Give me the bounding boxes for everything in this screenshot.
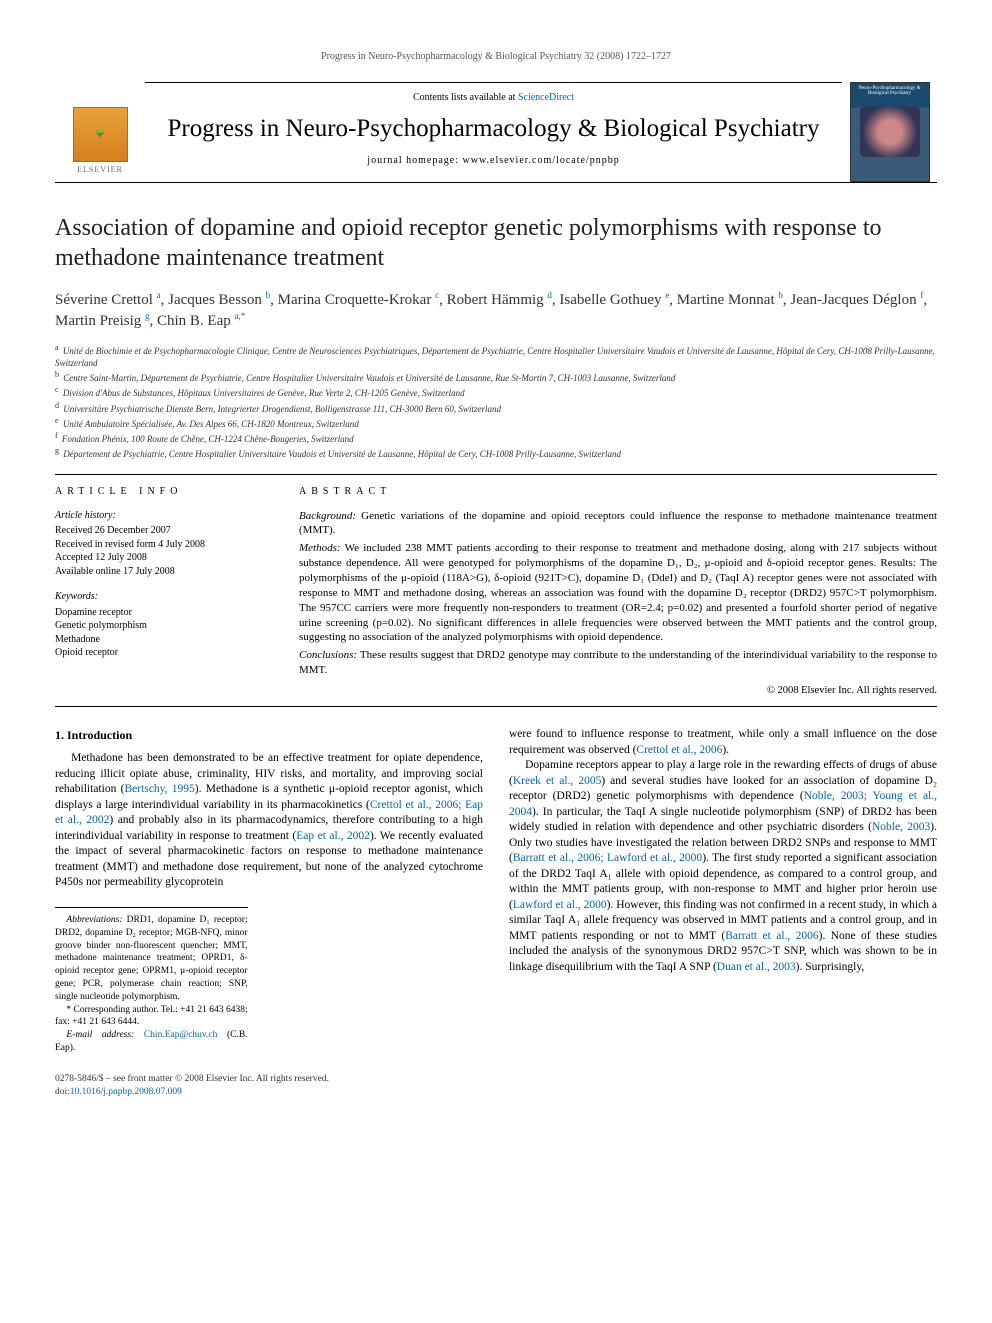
journal-cover-thumb: Neuro-Psychopharmacology & Biological Ps… [850,82,930,182]
elsevier-wordmark: ELSEVIER [77,165,123,176]
abstract-conclusions-label: Conclusions: [299,649,357,661]
article-history-block: Article history: Received 26 December 20… [55,509,273,579]
affiliation-list: a Unité de Biochimie et de Psychopharmac… [55,343,937,460]
ref-link[interactable]: Barratt et al., 2006; Lawford et al., 20… [513,852,702,864]
abstract-background-label: Background: [299,510,356,522]
article-info-head: ARTICLE INFO [55,485,273,499]
intro-para-1-cont: were found to influence response to trea… [509,727,937,758]
horizontal-rule [55,706,937,707]
footer-meta: 0278-5846/$ – see front matter © 2008 El… [55,1073,937,1099]
contents-available-line: Contents lists available at ScienceDirec… [155,91,832,105]
abstract-background: Background: Genetic variations of the do… [299,509,937,539]
corresponding-author-footnote: * Corresponding author. Tel.: +41 21 643… [55,1004,248,1030]
ref-link[interactable]: Lawford et al., 2000 [513,899,607,911]
abstract-methods: Methods: We included 238 MMT patients ac… [299,541,937,645]
masthead-center: Contents lists available at ScienceDirec… [145,82,842,182]
running-head: Progress in Neuro-Psychopharmacology & B… [55,50,937,64]
journal-masthead: 🌳 ELSEVIER Contents lists available at S… [55,82,937,183]
abstract-background-text: Genetic variations of the dopamine and o… [299,510,937,537]
intro-para-2: Dopamine receptors appear to play a larg… [509,758,937,975]
keyword-line: Methadone [55,633,273,647]
cover-thumb-title: Neuro-Psychopharmacology & Biological Ps… [854,86,926,97]
abstract-methods-label: Methods: [299,542,341,554]
keywords-block: Keywords: Dopamine receptorGenetic polym… [55,590,273,660]
email-link[interactable]: Chin.Eap@chuv.ch [144,1030,218,1040]
abstract-copyright: © 2008 Elsevier Inc. All rights reserved… [299,684,937,698]
cover-thumb-image [860,107,920,157]
keyword-line: Opioid receptor [55,646,273,660]
doi-line: doi:10.1016/j.pnpbp.2008.07.009 [55,1086,937,1099]
sciencedirect-link[interactable]: ScienceDirect [518,92,574,103]
email-footnote: E-mail address: Chin.Eap@chuv.ch (C.B. E… [55,1029,248,1055]
section-1-head: 1. Introduction [55,727,483,743]
ref-link[interactable]: Bertschy, 1995 [124,783,194,795]
keyword-line: Genetic polymorphism [55,619,273,633]
history-line: Received 26 December 2007 [55,524,273,538]
affiliation-line: a Unité de Biochimie et de Psychopharmac… [55,343,937,369]
history-line: Accepted 12 July 2008 [55,551,273,565]
affiliation-line: f Fondation Phénix, 100 Route de Chêne, … [55,431,937,445]
affiliation-line: d Universitäre Psychiatrische Dienste Be… [55,401,937,415]
corr-label: * Corresponding author. [66,1005,158,1015]
article-history-label: Article history: [55,509,273,523]
article-info-panel: ARTICLE INFO Article history: Received 2… [55,485,273,698]
email-label: E-mail address: [66,1030,134,1040]
horizontal-rule [55,474,937,475]
footnotes: Abbreviations: DRD1, dopamine D₁ recepto… [55,907,248,1055]
author-list: Séverine Crettol a, Jacques Besson b, Ma… [55,289,937,332]
affiliation-line: c Division d'Abus de Substances, Hôpitau… [55,385,937,399]
body-text: ). [722,744,729,756]
ref-link[interactable]: Barratt et al., 2006 [725,930,818,942]
ref-link[interactable]: Kreek et al., 2005 [513,775,601,787]
affiliation-line: e Unité Ambulatoire Spécialisée, Av. Des… [55,416,937,430]
journal-name: Progress in Neuro-Psychopharmacology & B… [155,114,832,144]
abbrev-label: Abbreviations: [66,915,122,925]
ref-link[interactable]: Duan et al., 2003 [717,961,796,973]
journal-homepage: journal homepage: www.elsevier.com/locat… [155,154,832,168]
affiliation-line: b Centre Saint-Martin, Département de Ps… [55,370,937,384]
ref-link[interactable]: Crettol et al., 2006 [636,744,722,756]
intro-para-1: Methadone has been demonstrated to be an… [55,751,483,891]
body-columns: 1. Introduction Methadone has been demon… [55,727,937,1055]
ref-link[interactable]: Eap et al., 2002 [296,830,370,842]
doi-prefix: doi: [55,1087,70,1097]
affiliation-line: g Département de Psychiatrie, Centre Hos… [55,446,937,460]
cover-thumb-cell: Neuro-Psychopharmacology & Biological Ps… [842,82,937,182]
abstract-methods-text: We included 238 MMT patients according t… [299,542,937,643]
keyword-line: Dopamine receptor [55,606,273,620]
article-title: Association of dopamine and opioid recep… [55,213,937,273]
doi-link[interactable]: 10.1016/j.pnpbp.2008.07.009 [70,1087,182,1097]
body-text: ). Surprisingly, [796,961,865,973]
ref-link[interactable]: Noble, 2003 [872,821,930,833]
elsevier-tree-icon: 🌳 [73,107,128,162]
abstract-conclusions-text: These results suggest that DRD2 genotype… [299,649,937,676]
abstract-conclusions: Conclusions: These results suggest that … [299,648,937,678]
abstract-head: ABSTRACT [299,485,937,499]
front-matter-line: 0278-5846/$ – see front matter © 2008 El… [55,1073,937,1086]
abstract-panel: ABSTRACT Background: Genetic variations … [299,485,937,698]
history-line: Available online 17 July 2008 [55,565,273,579]
contents-prefix: Contents lists available at [413,92,518,103]
publisher-logo-cell: 🌳 ELSEVIER [55,82,145,182]
keywords-label: Keywords: [55,590,273,604]
abbreviations-footnote: Abbreviations: DRD1, dopamine D₁ recepto… [55,914,248,1004]
history-line: Received in revised form 4 July 2008 [55,538,273,552]
abbrev-text: DRD1, dopamine D₁ receptor; DRD2, dopami… [55,915,248,1002]
elsevier-logo: 🌳 ELSEVIER [65,102,135,182]
